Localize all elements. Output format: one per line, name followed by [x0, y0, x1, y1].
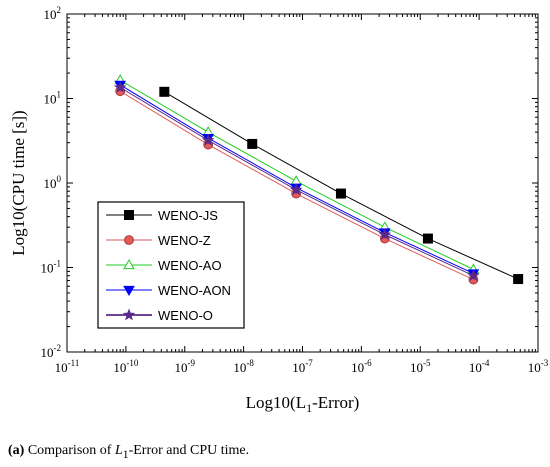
- caption-symbol: L: [114, 443, 123, 458]
- legend-item: WENO-AON: [106, 283, 231, 298]
- caption-letter: (a): [8, 443, 25, 458]
- legend-item: WENO-JS: [106, 208, 218, 223]
- square-marker: [422, 233, 433, 244]
- circle-marker: [124, 235, 134, 245]
- legend-label: WENO-AON: [158, 283, 231, 298]
- plot-area: 10-11 10-10 10-9 10-8 10-7 10-6 10-5 10-4 10-3 10…: [41, 5, 549, 375]
- legend-label: WENO-JS: [158, 208, 218, 223]
- square-marker: [124, 210, 134, 220]
- x-tick-label: 10-3: [528, 358, 549, 375]
- x-tick-label: 10-7: [292, 358, 313, 375]
- triangle-down-marker: [123, 285, 135, 296]
- caption-text-before: Comparison of: [24, 443, 115, 458]
- y-axis-label: Log10(CPU time [s]): [9, 110, 28, 255]
- caption-text-after: -Error and CPU time.: [128, 443, 250, 458]
- caption-subscript: 1: [122, 447, 129, 461]
- x-tick-label: 10-4: [469, 358, 490, 375]
- star-marker: [201, 133, 215, 146]
- legend-item: WENO-Z: [106, 233, 211, 248]
- series-weno-o: [113, 80, 480, 281]
- legend-item: WENO-AO: [106, 258, 222, 273]
- square-marker: [247, 138, 258, 149]
- legend-item: WENO-O: [106, 308, 213, 323]
- y-tick-label: 102: [44, 5, 62, 22]
- x-tick-label: 10-10: [113, 358, 138, 375]
- legend-label: WENO-O: [158, 308, 213, 323]
- chart: 10-11 10-10 10-9 10-8 10-7 10-6 10-5 10-4 10-3 10…: [9, 5, 549, 415]
- y-tick-label: 10-2: [41, 343, 62, 360]
- figure-caption: (a) Comparison of L1-Error and CPU time.: [8, 443, 249, 461]
- y-tick-label: 10-1: [41, 259, 62, 276]
- legend-label: WENO-AO: [158, 258, 222, 273]
- star-marker: [113, 80, 127, 93]
- legend: WENO-JS WENO-Z WENO-AO WENO-AON WENO-O: [97, 201, 245, 329]
- triangle-up-marker: [123, 259, 135, 270]
- x-tick-label: 10-9: [175, 358, 196, 375]
- legend-label: WENO-Z: [158, 233, 211, 248]
- x-axis-label: Log10(L1-Error): [246, 393, 360, 415]
- x-tick-label: 10-8: [233, 358, 254, 375]
- square-marker: [513, 274, 524, 285]
- star-marker: [378, 228, 392, 240]
- star-marker: [289, 183, 303, 196]
- x-tick-label: 10-11: [55, 358, 80, 375]
- y-tick-label: 100: [44, 174, 62, 191]
- square-marker: [159, 86, 170, 97]
- series-weno-js: [159, 86, 524, 285]
- star-marker: [122, 308, 136, 321]
- x-tick-label: 10-5: [410, 358, 431, 375]
- x-tick-label: 10-6: [351, 358, 372, 375]
- y-tick-label: 101: [44, 90, 62, 107]
- star-marker: [467, 269, 480, 281]
- square-marker: [335, 188, 346, 199]
